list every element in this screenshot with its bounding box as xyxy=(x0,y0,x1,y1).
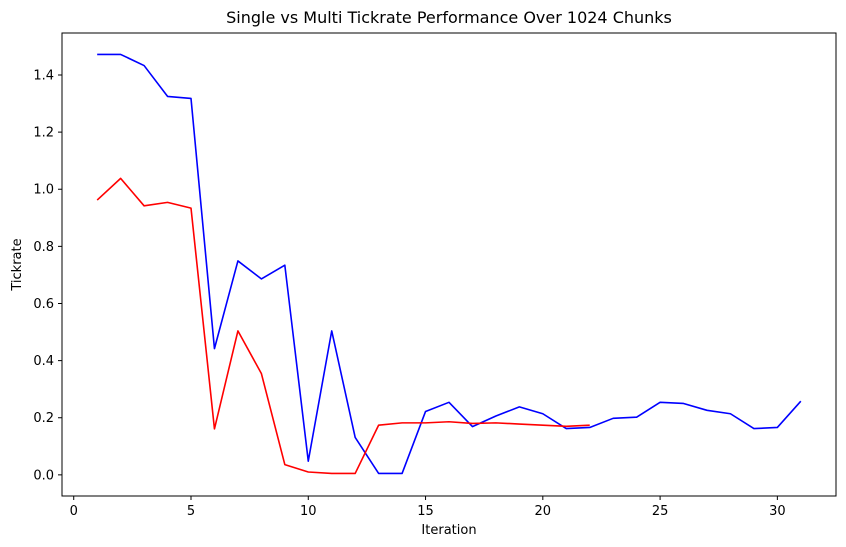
y-tick-label: 1.4 xyxy=(33,68,54,83)
x-axis: 0 5 10 15 20 25 30 xyxy=(70,496,786,519)
x-tick-label: 10 xyxy=(300,504,317,519)
x-tick-label: 20 xyxy=(535,504,552,519)
y-tick-label: 0.2 xyxy=(33,411,54,426)
series-layer xyxy=(96,53,802,475)
y-axis-label: Tickrate xyxy=(10,238,25,291)
x-tick-label: 30 xyxy=(769,504,786,519)
x-tick-label: 5 xyxy=(187,504,195,519)
y-tick-label: 0.6 xyxy=(33,297,54,312)
series-line-2 xyxy=(96,177,590,475)
y-tick-label: 0.0 xyxy=(33,468,54,483)
y-tick-label: 1.2 xyxy=(33,126,54,141)
y-tick-label: 0.4 xyxy=(33,354,54,369)
x-tick-label: 15 xyxy=(417,504,434,519)
y-tick-label: 0.8 xyxy=(33,240,54,255)
x-axis-label: Iteration xyxy=(421,523,476,538)
series-line-1 xyxy=(97,53,802,475)
x-tick-label: 25 xyxy=(652,504,669,519)
chart-title: Single vs Multi Tickrate Performance Ove… xyxy=(226,8,672,27)
y-axis: 0.0 0.2 0.4 0.6 0.8 1.0 1.2 1.4 xyxy=(33,68,62,483)
plot-frame xyxy=(61,32,837,497)
y-tick-label: 1.0 xyxy=(33,183,54,198)
x-tick-label: 0 xyxy=(70,504,78,519)
